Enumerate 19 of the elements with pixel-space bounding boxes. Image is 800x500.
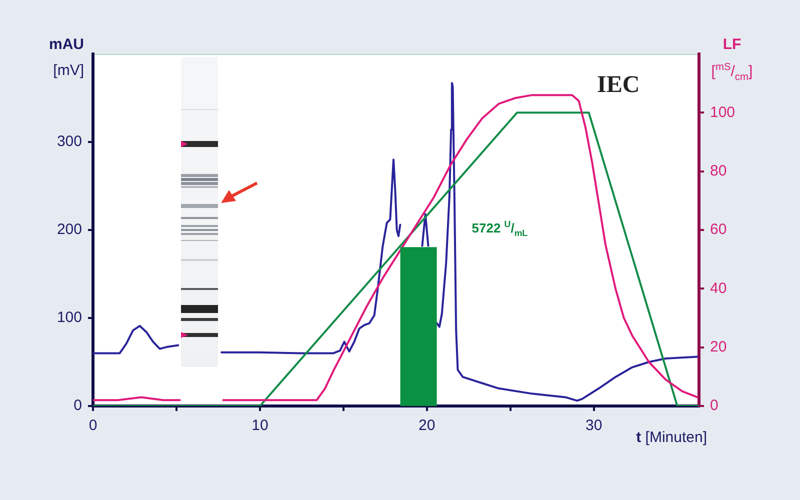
x-tick-label: 10 xyxy=(252,417,268,434)
x-tick-label: 0 xyxy=(88,417,98,434)
y2-tick-label: 80 xyxy=(710,162,727,180)
y2-axis-title: LF [$^{mS}$/$_{cm}$] xyxy=(710,36,754,84)
y2-tick-label: 60 xyxy=(710,221,727,238)
y-tick-label: 0 xyxy=(74,397,82,414)
y-tick-label: 300 xyxy=(56,133,82,150)
x-tick-label: 20 xyxy=(418,417,436,434)
text: IEC xyxy=(597,72,640,100)
y2-tick-label: 0 xyxy=(710,397,718,414)
y-axis-title: mAU [mV] xyxy=(48,36,84,80)
x-axis-title: t [Minuten] xyxy=(636,429,707,446)
y2-tick-label: 100 xyxy=(710,104,736,121)
y-tick-label: 100 xyxy=(56,309,82,326)
annotation: 5722 $^{U}$/$_{mL}$ xyxy=(472,219,528,239)
x-tick-label: 30 xyxy=(585,417,602,434)
y-tick-label: 200 xyxy=(56,221,82,238)
y2-tick-label: 20 xyxy=(710,338,727,356)
y2-tick-label: 40 xyxy=(710,280,727,297)
